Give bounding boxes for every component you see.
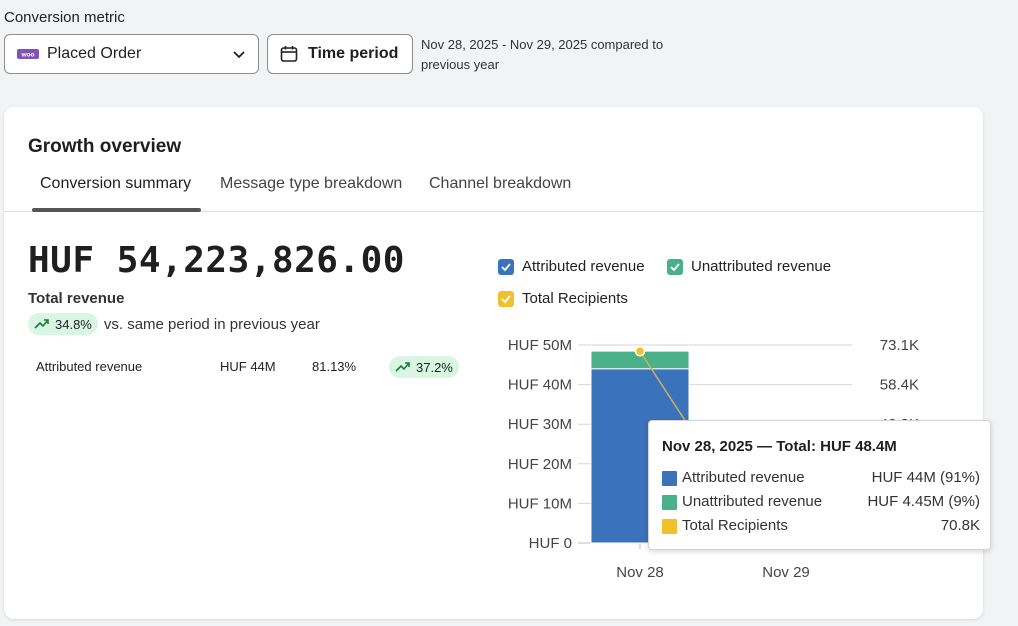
svg-text:woo: woo xyxy=(21,52,35,59)
y2-tick-label: 73.1K xyxy=(880,337,919,354)
checkbox-checked-icon xyxy=(667,258,683,275)
tooltip-row-value: HUF 44M (91%) xyxy=(871,469,980,486)
y-tick-label: HUF 30M xyxy=(508,416,572,433)
tab-bar: Conversion summary Message type breakdow… xyxy=(4,167,983,212)
y-tick-label: HUF 40M xyxy=(508,377,572,394)
attributed-revenue-row: Attributed revenue HUF 44M 81.13% 37.2% xyxy=(36,356,476,380)
tooltip-swatch xyxy=(662,519,677,534)
chevron-down-icon xyxy=(232,47,246,61)
legend-attributed-revenue[interactable]: Attributed revenue xyxy=(498,258,645,275)
row-growth-badge: 37.2% xyxy=(389,356,459,378)
row-growth-percent: 37.2% xyxy=(416,359,453,375)
time-period-label: Time period xyxy=(308,45,399,62)
tab-message-type-breakdown[interactable]: Message type breakdown xyxy=(220,175,403,192)
tooltip-row: Unattributed revenue HUF 4.45M (9%) xyxy=(662,493,980,513)
row-share: 81.13% xyxy=(312,359,357,374)
checkbox-checked-icon xyxy=(498,258,514,275)
row-name: Attributed revenue xyxy=(36,359,143,374)
legend-label: Attributed revenue xyxy=(522,258,645,275)
y-tick-label: HUF 10M xyxy=(508,495,572,512)
tooltip-row: Attributed revenue HUF 44M (91%) xyxy=(662,469,980,489)
calendar-icon xyxy=(280,45,298,63)
total-revenue-value: HUF 54,223,826.00 xyxy=(28,240,405,281)
woo-logo-icon: woo xyxy=(17,47,39,61)
growth-comparison-text: vs. same period in previous year xyxy=(103,315,320,333)
growth-percent: 34.8% xyxy=(55,316,92,332)
legend-label: Unattributed revenue xyxy=(691,258,832,275)
tooltip-swatch xyxy=(662,471,677,486)
total-revenue-label: Total revenue xyxy=(28,290,125,307)
tab-conversion-summary[interactable]: Conversion summary xyxy=(40,175,192,192)
chart-tooltip: Nov 28, 2025 — Total: HUF 48.4M Attribut… xyxy=(648,420,991,550)
y-tick-label: HUF 20M xyxy=(508,456,572,473)
y-tick-label: HUF 50M xyxy=(508,337,572,354)
legend-total-recipients[interactable]: Total Recipients xyxy=(498,290,628,307)
date-range-text: Nov 28, 2025 - Nov 29, 2025 compared to … xyxy=(421,37,664,72)
conversion-metric-select[interactable]: woo Placed Order xyxy=(4,34,259,74)
card-title: Growth overview xyxy=(28,136,182,157)
trend-up-icon xyxy=(395,362,410,372)
conversion-metric-label: Conversion metric xyxy=(4,9,125,26)
tooltip-row-name: Attributed revenue xyxy=(682,469,805,486)
active-tab-indicator xyxy=(32,208,201,212)
y2-tick-label: 58.4K xyxy=(880,377,919,394)
tooltip-row-name: Unattributed revenue xyxy=(682,493,823,510)
conversion-metric-value: Placed Order xyxy=(47,45,142,62)
growth-overview-card: Growth overview Conversion summary Messa… xyxy=(4,107,983,619)
growth-badge: 34.8% xyxy=(28,313,98,335)
tab-channel-breakdown[interactable]: Channel breakdown xyxy=(429,175,572,192)
x-tick-label: Nov 28 xyxy=(616,564,664,581)
checkbox-checked-icon xyxy=(498,290,514,307)
x-tick-label: Nov 29 xyxy=(762,564,810,581)
recipients-point xyxy=(634,345,646,357)
tooltip-row-value: 70.8K xyxy=(940,517,980,534)
tooltip-row: Total Recipients 70.8K xyxy=(662,517,980,537)
time-period-button[interactable]: Time period xyxy=(267,34,413,74)
row-value: HUF 44M xyxy=(220,359,276,374)
tooltip-row-name: Total Recipients xyxy=(682,517,788,534)
tooltip-title: Nov 28, 2025 — Total: HUF 48.4M xyxy=(662,438,897,455)
legend-unattributed-revenue[interactable]: Unattributed revenue xyxy=(667,258,831,275)
y-tick-label: HUF 0 xyxy=(529,535,572,552)
trend-up-icon xyxy=(34,319,49,329)
tooltip-swatch xyxy=(662,495,677,510)
legend-label: Total Recipients xyxy=(522,290,628,307)
growth-row: 34.8% vs. same period in previous year xyxy=(28,313,320,335)
tooltip-row-value: HUF 4.45M (9%) xyxy=(867,493,980,510)
